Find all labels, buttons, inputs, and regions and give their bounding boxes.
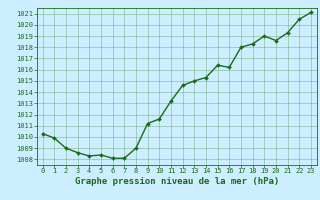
X-axis label: Graphe pression niveau de la mer (hPa): Graphe pression niveau de la mer (hPa): [75, 177, 279, 186]
